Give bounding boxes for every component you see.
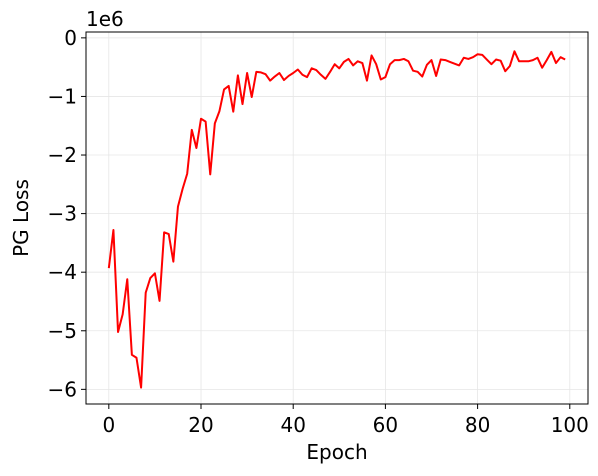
y-axis-offset-text: 1e6 <box>86 7 124 31</box>
plot-frame <box>85 31 589 405</box>
x-tick-label: 100 <box>551 413 589 437</box>
x-tick-label: 0 <box>102 413 115 437</box>
x-tick-label: 60 <box>373 413 398 437</box>
x-axis-label: Epoch <box>306 440 367 464</box>
y-tick-label: −1 <box>48 84 77 108</box>
x-tick-label: 20 <box>188 413 213 437</box>
y-tick-label: −6 <box>48 377 77 401</box>
x-tick-label: 40 <box>280 413 305 437</box>
series-line-pg-loss <box>107 50 566 389</box>
y-tick-label: −5 <box>48 319 77 343</box>
x-axis-ticks: 0 20 40 60 80 100 <box>102 404 589 437</box>
y-axis-ticks: 0 −1 −2 −3 −4 −5 −6 <box>48 26 86 401</box>
y-tick-label: −3 <box>48 202 77 226</box>
x-tick-label: 80 <box>465 413 490 437</box>
y-tick-label: 0 <box>64 26 77 50</box>
y-tick-label: −4 <box>48 260 77 284</box>
series-group <box>107 50 566 389</box>
y-tick-label: −2 <box>48 143 77 167</box>
y-axis-label: PG Loss <box>9 179 33 257</box>
grid-lines <box>86 32 588 404</box>
